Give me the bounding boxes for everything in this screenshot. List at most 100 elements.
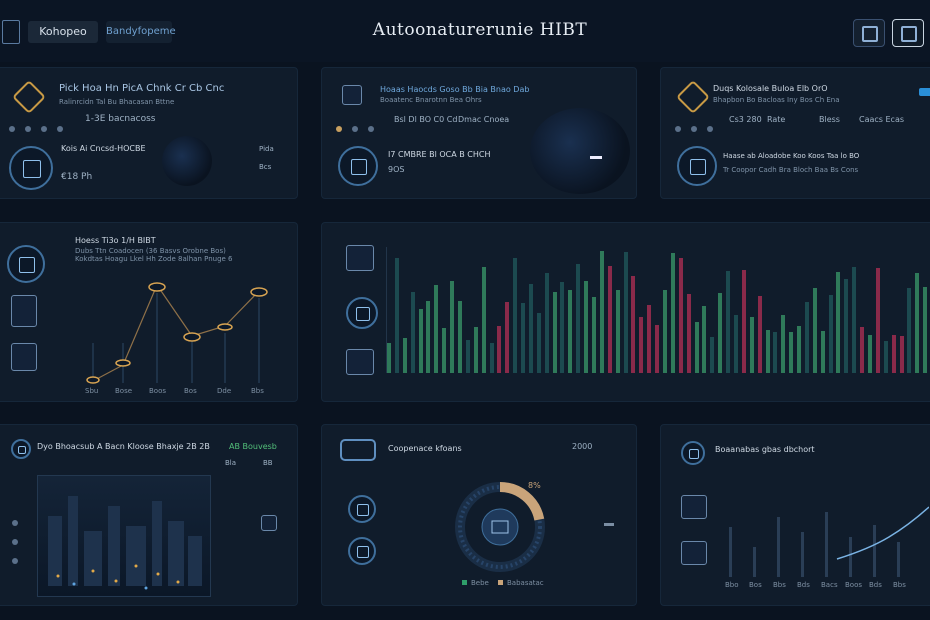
x-tick-label: Sbu bbox=[85, 387, 99, 395]
bar bbox=[528, 283, 533, 373]
refresh-icon[interactable] bbox=[348, 495, 376, 523]
scroll-indicator[interactable] bbox=[604, 523, 614, 526]
bar bbox=[402, 337, 407, 373]
bar bbox=[473, 326, 478, 373]
bar bbox=[434, 285, 439, 373]
bar bbox=[631, 276, 636, 373]
gauge-panel[interactable]: Coopenace kfoans 2000 8% Bebe Babasatac bbox=[321, 424, 637, 606]
bar bbox=[820, 331, 825, 373]
map-view[interactable] bbox=[37, 475, 211, 597]
brand-tag[interactable]: Bandyfopeme bbox=[106, 21, 176, 43]
globe-icon[interactable] bbox=[11, 439, 31, 459]
bar bbox=[592, 296, 597, 373]
legend-b-label: Babasatac bbox=[507, 579, 544, 587]
bar bbox=[568, 289, 573, 373]
line-chart-panel[interactable]: Hoess Ti3o 1/H BIBT Dubs Ttn Coadocen (3… bbox=[0, 222, 298, 402]
app-logo-icon[interactable] bbox=[2, 20, 20, 44]
grid-icon bbox=[862, 26, 878, 42]
decor-sphere bbox=[530, 108, 630, 194]
bar bbox=[607, 265, 612, 373]
bar bbox=[623, 252, 628, 373]
card-stat-b: Rate bbox=[767, 115, 786, 124]
legend-a: Bebe bbox=[462, 579, 489, 587]
shield-icon[interactable] bbox=[11, 343, 37, 371]
bar bbox=[489, 342, 494, 373]
gauge-stat: 2000 bbox=[572, 442, 593, 451]
card-3[interactable]: Duqs Kolosale Buloa Elb OrO Bhapbon Bo B… bbox=[660, 67, 930, 199]
target-icon[interactable] bbox=[7, 245, 45, 283]
x-tick-label: Bos bbox=[749, 581, 762, 589]
bar bbox=[584, 281, 589, 373]
globe-icon[interactable] bbox=[338, 146, 378, 186]
area-panel[interactable]: Boaanabas gbas dbchort Bbo Bos Bbs Bds Bacs B… bbox=[660, 424, 930, 606]
bar-chart-panel[interactable] bbox=[321, 222, 930, 402]
line-point bbox=[148, 282, 166, 292]
bar bbox=[536, 313, 541, 373]
bar bbox=[394, 258, 399, 373]
bar bbox=[891, 334, 896, 373]
line-point bbox=[183, 332, 201, 342]
x-tick-label: Bbs bbox=[893, 581, 906, 589]
bar bbox=[883, 341, 888, 373]
bar bbox=[686, 294, 691, 373]
bar bbox=[410, 291, 415, 373]
profile-button[interactable] bbox=[892, 19, 924, 47]
camera-icon[interactable] bbox=[681, 541, 707, 565]
bar bbox=[923, 286, 928, 373]
lock-icon[interactable] bbox=[681, 441, 705, 465]
row-title: Kois Ai Cncsd-HOCBE bbox=[61, 144, 146, 153]
bar bbox=[647, 304, 652, 373]
bar bbox=[765, 329, 770, 373]
settings-button[interactable] bbox=[853, 19, 885, 47]
check-icon[interactable] bbox=[346, 245, 374, 271]
bar bbox=[599, 251, 604, 373]
bar bbox=[481, 267, 486, 373]
line-point bbox=[217, 323, 233, 331]
brand-button[interactable]: Kohopeo bbox=[28, 21, 98, 43]
card-subtitle: Bhapbon Bo Bacloas Iny Bos Ch Ena bbox=[713, 96, 840, 104]
x-tick-label: Bbo bbox=[725, 581, 739, 589]
side-b: Bcs bbox=[259, 163, 272, 171]
card-title: Hoaas Haocds Goso Bb Bia Bnao Dab bbox=[380, 85, 530, 94]
gear-icon[interactable] bbox=[677, 146, 717, 186]
card-title: Pick Hoa Hn PicA Chnk Cr Cb Cnc bbox=[59, 83, 225, 94]
gauge-chart bbox=[455, 482, 545, 572]
toggle-icon[interactable] bbox=[340, 439, 376, 461]
x-tick-label: Bose bbox=[115, 387, 133, 395]
x-tick-label: Boos bbox=[845, 581, 863, 589]
clock-icon[interactable] bbox=[11, 295, 37, 327]
bar bbox=[773, 332, 778, 373]
hex-icon bbox=[676, 80, 710, 114]
user-icon[interactable] bbox=[348, 537, 376, 565]
bar bbox=[757, 295, 762, 373]
card-1[interactable]: Pick Hoa Hn PicA Chnk Cr Cb Cnc Ralinrci… bbox=[0, 67, 298, 199]
bar bbox=[868, 335, 873, 373]
legend-b: Babasatac bbox=[498, 579, 544, 587]
bar bbox=[812, 288, 817, 373]
map-stat-b: BB bbox=[263, 459, 273, 467]
card-stat: Bsl Dl BO C0 Cd bbox=[394, 115, 458, 124]
layers-icon[interactable] bbox=[261, 515, 277, 531]
bar bbox=[702, 305, 707, 373]
x-tick-label: Dde bbox=[217, 387, 232, 395]
bar bbox=[450, 281, 455, 373]
bar bbox=[741, 269, 746, 373]
bar bbox=[789, 332, 794, 373]
chart-icon[interactable] bbox=[346, 349, 374, 375]
map-title: Dyo Bhoacsub A Bacn Kloose Bhaxje 2B 2B bbox=[37, 442, 210, 451]
card-2[interactable]: Hoaas Haocds Goso Bb Bia Bnao Dab Boaate… bbox=[321, 67, 637, 199]
bar bbox=[457, 300, 462, 373]
status-badge bbox=[919, 88, 930, 96]
bar bbox=[576, 263, 581, 373]
x-tick-label: Bds bbox=[797, 581, 810, 589]
card-stat-d: Caacs Ecas bbox=[859, 115, 905, 124]
download-icon[interactable] bbox=[346, 297, 378, 329]
gauge-fill bbox=[455, 482, 545, 572]
map-panel[interactable]: Dyo Bhoacsub A Bacn Kloose Bhaxje 2B 2B … bbox=[0, 424, 298, 606]
bar bbox=[899, 335, 904, 373]
bar bbox=[852, 267, 857, 373]
folder-icon[interactable] bbox=[681, 495, 707, 519]
gauge-title: Coopenace kfoans bbox=[388, 444, 462, 453]
row-title: I7 CMBRE Bl OCA B CHCH bbox=[388, 150, 491, 159]
monitor-icon[interactable] bbox=[9, 146, 53, 190]
